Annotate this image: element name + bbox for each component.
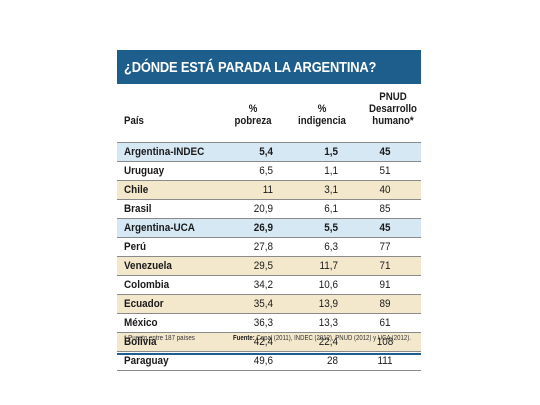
cell-indigencia: 13,3 [318, 317, 338, 329]
cell-pobreza: 36,3 [253, 317, 273, 329]
cell-pais: Argentina-INDEC [124, 146, 205, 158]
cell-indigencia: 3,1 [324, 184, 338, 196]
cell-pnud: 45 [379, 146, 391, 158]
cell-indigencia: 13,9 [318, 298, 338, 310]
cell-pobreza: 42,4 [253, 336, 273, 348]
cell-indigencia: 6,3 [324, 241, 338, 253]
cell-indigencia: 10,6 [318, 279, 338, 291]
cell-indigencia: 28 [326, 355, 338, 367]
table-row: Bolivia 42,4 22,4 108 [117, 332, 421, 351]
cell-pnud: 89 [379, 298, 391, 310]
table-header: País % pobreza % indigencia PNUD Desarro… [117, 90, 421, 140]
table-row: México 36,3 13,3 61 [117, 313, 421, 332]
cell-pobreza: 35,4 [253, 298, 273, 310]
table-row: Paraguay 49,6 28 111 [117, 351, 421, 371]
cell-pnud: 108 [376, 336, 394, 348]
cell-indigencia: 1,5 [324, 146, 338, 158]
infographic-title: ¿DÓNDE ESTÁ PARADA LA ARGENTINA? [124, 59, 377, 76]
cell-pais: Argentina-UCA [124, 222, 195, 234]
cell-pobreza: 34,2 [253, 279, 273, 291]
cell-pobreza: 11 [262, 184, 273, 196]
cell-indigencia: 6,1 [324, 203, 338, 215]
cell-pais: Ecuador [124, 298, 164, 310]
header-pais: País [124, 115, 144, 127]
header-pnud: PNUD Desarrollo humano* [369, 91, 417, 127]
cell-pobreza: 26,9 [253, 222, 273, 234]
cell-pais: Colombia [124, 279, 170, 291]
cell-pais: Venezuela [124, 260, 172, 272]
cell-pnud: 61 [379, 317, 391, 329]
cell-pnud: 91 [379, 279, 391, 291]
table-body: Argentina-INDEC 5,4 1,5 45 Uruguay 6,5 1… [117, 142, 421, 371]
cell-indigencia: 22,4 [318, 336, 338, 348]
cell-indigencia: 11,7 [319, 260, 338, 272]
table-row: Colombia 34,2 10,6 91 [117, 275, 421, 294]
cell-pnud: 71 [379, 260, 391, 272]
header-indigencia: % indigencia [298, 103, 346, 127]
cell-pais: Brasil [124, 203, 152, 215]
source-text: Cepal (2011), INDEC (2012), PNUD (2012) … [254, 335, 411, 342]
cell-pobreza: 5,4 [259, 146, 273, 158]
bottom-rule [117, 353, 421, 355]
cell-indigencia: 1,1 [324, 165, 338, 177]
cell-pobreza: 49,6 [253, 355, 273, 367]
cell-pais: Perú [124, 241, 147, 253]
cell-pnud: 51 [379, 165, 391, 177]
cell-pnud: 40 [379, 184, 391, 196]
cell-pais: Chile [124, 184, 149, 196]
cell-pais: Paraguay [124, 355, 169, 367]
cell-pais: México [124, 317, 158, 329]
cell-pobreza: 27,8 [253, 241, 273, 253]
title-bar: ¿DÓNDE ESTÁ PARADA LA ARGENTINA? [117, 50, 421, 84]
table-row: Uruguay 6,5 1,1 51 [117, 161, 421, 180]
table-row: Argentina-UCA 26,9 5,5 45 [117, 218, 421, 237]
cell-pnud: 85 [379, 203, 391, 215]
table-row: Argentina-INDEC 5,4 1,5 45 [117, 142, 421, 161]
cell-pnud: 77 [379, 241, 391, 253]
footnote: * Puesto entre 187 países [124, 335, 195, 342]
cell-pobreza: 20,9 [253, 203, 273, 215]
cell-pais: Uruguay [124, 165, 165, 177]
cell-pobreza: 6,5 [259, 165, 273, 177]
table-row: Chile 11 3,1 40 [117, 180, 421, 199]
cell-indigencia: 5,5 [324, 222, 338, 234]
table-row: Brasil 20,9 6,1 85 [117, 199, 421, 218]
infographic-card: ¿DÓNDE ESTÁ PARADA LA ARGENTINA? País % … [117, 50, 421, 371]
source-note: Fuente: Cepal (2011), INDEC (2012), PNUD… [233, 335, 411, 342]
table-row: Venezuela 29,5 11,7 71 [117, 256, 421, 275]
table-row: Ecuador 35,4 13,9 89 [117, 294, 421, 313]
cell-pnud: 111 [377, 355, 393, 367]
cell-pnud: 45 [379, 222, 391, 234]
cell-pais: Bolivia [124, 336, 157, 348]
header-pobreza: % pobreza [234, 103, 272, 127]
cell-pobreza: 29,5 [253, 260, 273, 272]
source-label: Fuente: [233, 335, 255, 342]
table-row: Perú 27,8 6,3 77 [117, 237, 421, 256]
